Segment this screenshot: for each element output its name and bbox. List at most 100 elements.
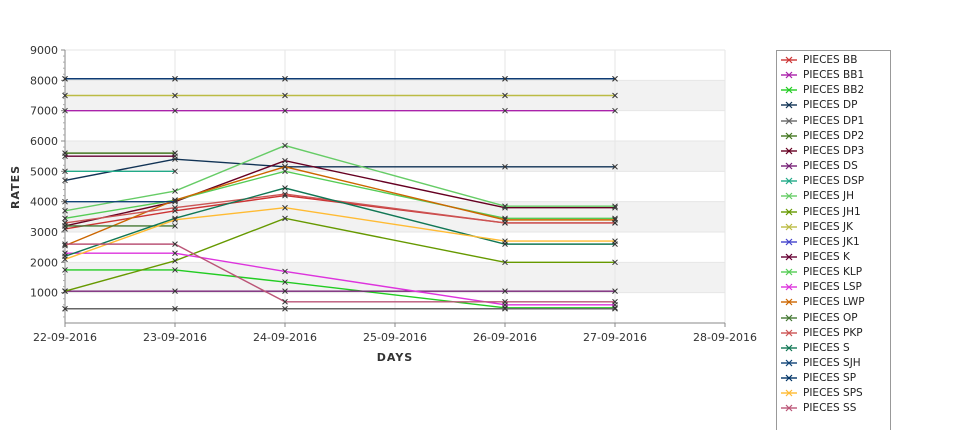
legend-marker-icon [781,208,797,215]
data-point [282,215,288,222]
data-point [172,75,178,82]
series-pieces-sp [62,75,618,82]
legend-marker-icon [781,268,797,276]
data-point [62,153,68,160]
y-tick-label: 9000 [30,44,58,57]
legend-label: PIECES JK1 [803,235,860,248]
data-point [172,305,178,312]
data-point [62,207,68,214]
legend-marker-icon [781,344,797,352]
legend-label: PIECES JK [803,220,854,233]
data-point [612,203,618,210]
data-point [502,75,508,82]
legend-marker-icon [781,405,797,412]
y-axis-title: RATES [9,165,22,209]
data-point [172,217,178,223]
legend-marker-icon [781,147,797,155]
data-point [282,279,288,285]
legend-marker-icon [781,238,797,246]
data-point [62,305,68,312]
legend-marker-icon [781,389,797,397]
legend-item: PIECES JK [781,220,853,234]
data-point [612,238,618,244]
legend-label: PIECES DP1 [803,114,865,127]
data-point [282,157,288,164]
legend-item: PIECES SPS [781,386,863,400]
legend-item: PIECES BB1 [781,68,864,82]
series-pieces-pkp [62,191,618,226]
legend-marker-icon [781,56,797,64]
data-point [172,92,178,99]
data-point [62,107,68,114]
legend-label: PIECES DP [803,99,858,112]
data-point [62,168,68,175]
x-tick-label: 23-09-2016 [143,331,207,344]
data-point [62,92,68,99]
data-point [282,298,288,305]
legend-label: PIECES BB2 [803,84,865,97]
y-tick-label: 7000 [30,105,58,118]
legend-label: PIECES DP3 [803,144,865,157]
legend-item: PIECES SP [781,371,856,385]
data-point [172,257,178,264]
legend-label: PIECES SPS [803,387,863,400]
legend-label: PIECES K [803,250,850,263]
series-pieces-ss [62,241,618,305]
data-point [172,204,178,211]
data-point [612,288,618,295]
legend-label: PIECES JH [803,190,855,203]
legend-item: PIECES JK1 [781,235,860,249]
legend-item: PIECES JH1 [781,205,861,219]
series-pieces-sjh [62,198,178,205]
legend-label: PIECES OP [803,311,858,324]
data-point [282,142,288,149]
legend-item: PIECES DP2 [781,129,864,143]
data-point [502,298,508,305]
legend-item: PIECES OP [781,311,858,325]
x-tick-label: 24-09-2016 [253,331,317,344]
series-pieces-jh [62,142,618,214]
legend-item: PIECES LWP [781,295,865,309]
legend-label: PIECES DP2 [803,129,865,142]
y-tick-label: 4000 [30,196,58,209]
data-point [612,163,618,170]
data-point [502,288,508,295]
data-point [502,203,508,210]
legend-item: PIECES LSP [781,280,862,294]
series-pieces-dp1 [62,305,618,312]
data-point [172,168,178,175]
legend-marker-icon [781,102,797,109]
legend-marker-icon [781,374,797,382]
data-point [172,250,178,257]
series-pieces-sps [62,204,618,263]
y-tick-label: 2000 [30,256,58,269]
legend-label: PIECES SS [803,402,857,415]
legend-label: PIECES SJH [803,357,861,369]
legend-marker-icon [781,253,797,261]
data-point [282,191,288,197]
y-tick-label: 5000 [30,165,58,178]
data-point [502,107,508,114]
legend-label: PIECES LWP [803,296,865,309]
legend-marker-icon [781,177,797,185]
legend-item: PIECES BB [781,53,857,67]
data-point [612,220,618,226]
data-point [612,92,618,99]
data-point [62,198,68,205]
legend-label: PIECES JH1 [803,205,861,218]
legend: PIECES BB PIECES BB1 PIECES BB2 PIECES DP PI… [776,50,891,430]
legend-item: PIECES BB2 [781,83,864,97]
x-tick-label: 27-09-2016 [583,331,647,344]
data-point [502,92,508,99]
series-pieces-dsp [62,168,178,175]
legend-item: PIECES DP1 [781,114,864,128]
data-point [612,298,618,305]
legend-label: PIECES KLP [803,266,863,279]
data-point [502,163,508,170]
data-point [172,288,178,295]
legend-marker-icon [781,283,797,291]
data-point [62,75,68,82]
legend-label: PIECES S [803,341,850,354]
data-point [612,107,618,114]
series-pieces-jk [62,92,618,99]
